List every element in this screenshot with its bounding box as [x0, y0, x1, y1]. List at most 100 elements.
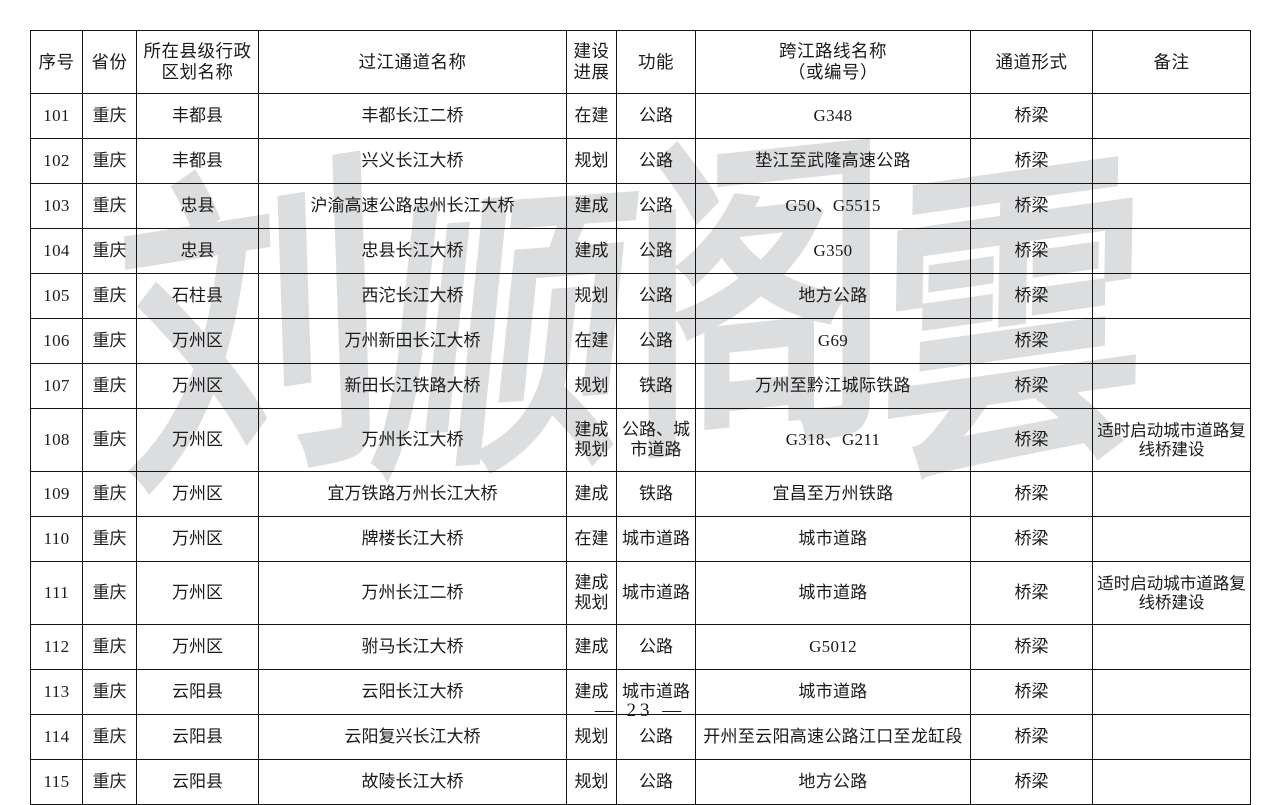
table-row: 108 重庆 万州区 万州长江大桥 建成 规划 公路、城 市道路 G318、G211 桥梁 适时启动…: [30, 408, 1251, 472]
cell-function: 公路: [616, 228, 696, 274]
cell-progress: 在建: [566, 516, 617, 562]
cell-function: 公路: [616, 318, 696, 364]
cell-route-name: G5012: [695, 624, 971, 670]
cell-function-line: 城市道路: [622, 582, 690, 602]
cell-province: 重庆: [82, 183, 137, 229]
column-header-seq: 序号: [30, 30, 83, 94]
cell-province: 重庆: [82, 138, 137, 184]
cell-province: 重庆: [82, 471, 137, 517]
cell-remark: 适时启动城市道路复 线桥建设: [1092, 561, 1251, 625]
river-crossing-table-container: 序号 省份 所在县级行政 区划名称 过江通道名称 建设 进展 功能 跨江路线名称 （或编号） 通道形…: [30, 30, 1251, 805]
cell-channel-form: 桥梁: [970, 408, 1093, 472]
cell-function-line: 公路: [639, 726, 673, 746]
cell-crossing-name: 沪渝高速公路忠州长江大桥: [258, 183, 567, 229]
column-header-progress: 建设 进展: [566, 30, 617, 94]
cell-remark: [1092, 318, 1251, 364]
cell-remark: [1092, 471, 1251, 517]
cell-progress-line: 建成: [574, 681, 609, 701]
cell-function: 公路: [616, 624, 696, 670]
cell-route-name: 垫江至武隆高速公路: [695, 138, 971, 184]
cell-progress-line: 在建: [574, 105, 609, 125]
column-header-line: 进展: [573, 62, 610, 82]
cell-remark-line: 适时启动城市道路复: [1097, 573, 1246, 593]
cell-function: 城市道路: [616, 561, 696, 625]
cell-sequence: 108: [30, 408, 83, 472]
cell-function: 公路: [616, 93, 696, 139]
column-header-line: 功能: [638, 51, 674, 72]
cell-county: 万州区: [136, 561, 259, 625]
cell-route-name: G50、G5515: [695, 183, 971, 229]
cell-progress: 规划: [566, 138, 617, 184]
cell-remark: [1092, 669, 1251, 715]
cell-province: 重庆: [82, 363, 137, 409]
cell-route-name: 城市道路: [695, 561, 971, 625]
cell-county: 云阳县: [136, 759, 259, 805]
cell-progress: 在建: [566, 93, 617, 139]
cell-function-line: 公路、城: [622, 419, 690, 439]
cell-progress-line: 规划: [574, 771, 609, 791]
cell-channel-form: 桥梁: [970, 669, 1093, 715]
cell-function: 公路、城 市道路: [616, 408, 696, 472]
cell-progress: 建成 规划: [566, 408, 617, 472]
column-header-line: 建设: [573, 41, 610, 62]
river-crossing-table: 序号 省份 所在县级行政 区划名称 过江通道名称 建设 进展 功能 跨江路线名称 （或编号） 通道形…: [30, 30, 1251, 805]
cell-function-line: 公路: [639, 636, 673, 656]
column-header-county: 所在县级行政 区划名称: [136, 30, 259, 94]
cell-remark: [1092, 183, 1251, 229]
table-row: 115 重庆 云阳县 故陵长江大桥 规划 公路 地方公路 桥梁: [30, 759, 1251, 805]
cell-province: 重庆: [82, 273, 137, 319]
cell-crossing-name: 丰都长江二桥: [258, 93, 567, 139]
cell-progress-line: 规划: [574, 285, 609, 305]
column-header-function: 功能: [616, 30, 696, 94]
cell-progress: 建成: [566, 471, 617, 517]
cell-progress-line: 规划: [574, 440, 609, 459]
cell-county: 忠县: [136, 183, 259, 229]
table-row: 112 重庆 万州区 驸马长江大桥 建成 公路 G5012 桥梁: [30, 624, 1251, 670]
cell-remark: [1092, 273, 1251, 319]
cell-function-line: 公路: [639, 771, 673, 791]
cell-progress: 在建: [566, 318, 617, 364]
cell-province: 重庆: [82, 561, 137, 625]
cell-remark: [1092, 93, 1251, 139]
cell-channel-form: 桥梁: [970, 471, 1093, 517]
column-header-line: 序号: [38, 51, 75, 72]
cell-county: 万州区: [136, 318, 259, 364]
cell-progress-line: 建成: [574, 636, 609, 656]
cell-function-line: 公路: [639, 195, 673, 215]
cell-channel-form: 桥梁: [970, 561, 1093, 625]
cell-crossing-name: 宜万铁路万州长江大桥: [258, 471, 567, 517]
column-header-route: 跨江路线名称 （或编号）: [695, 30, 971, 94]
cell-county: 丰都县: [136, 138, 259, 184]
cell-function-line: 公路: [639, 330, 673, 350]
cell-crossing-name: 牌楼长江大桥: [258, 516, 567, 562]
cell-channel-form: 桥梁: [970, 183, 1093, 229]
cell-function-line: 公路: [639, 105, 673, 125]
cell-route-name: 城市道路: [695, 516, 971, 562]
cell-channel-form: 桥梁: [970, 273, 1093, 319]
table-body: 101 重庆 丰都县 丰都长江二桥 在建 公路 G348 桥梁 102 重庆 丰都县 兴义长江大桥 规划…: [30, 93, 1251, 805]
cell-remark: [1092, 759, 1251, 805]
table-header-row: 序号 省份 所在县级行政 区划名称 过江通道名称 建设 进展 功能 跨江路线名称 （或编号） 通道形…: [30, 30, 1251, 94]
cell-progress-line: 建成: [574, 483, 609, 503]
table-row: 106 重庆 万州区 万州新田长江大桥 在建 公路 G69 桥梁: [30, 318, 1251, 364]
cell-province: 重庆: [82, 408, 137, 472]
cell-channel-form: 桥梁: [970, 228, 1093, 274]
cell-crossing-name: 驸马长江大桥: [258, 624, 567, 670]
cell-sequence: 110: [30, 516, 83, 562]
cell-function: 公路: [616, 183, 696, 229]
cell-remark-line: 线桥建设: [1138, 440, 1205, 459]
cell-sequence: 113: [30, 669, 83, 715]
cell-progress-line: 规划: [574, 593, 609, 612]
cell-channel-form: 桥梁: [970, 624, 1093, 670]
cell-county: 万州区: [136, 408, 259, 472]
cell-channel-form: 桥梁: [970, 318, 1093, 364]
cell-function: 城市道路: [616, 516, 696, 562]
cell-function-line: 城市道路: [622, 528, 690, 548]
cell-sequence: 107: [30, 363, 83, 409]
cell-remark: [1092, 363, 1251, 409]
cell-function-line: 公路: [639, 150, 673, 170]
cell-route-name: G348: [695, 93, 971, 139]
cell-channel-form: 桥梁: [970, 138, 1093, 184]
cell-progress-line: 在建: [574, 330, 609, 350]
cell-progress: 规划: [566, 363, 617, 409]
